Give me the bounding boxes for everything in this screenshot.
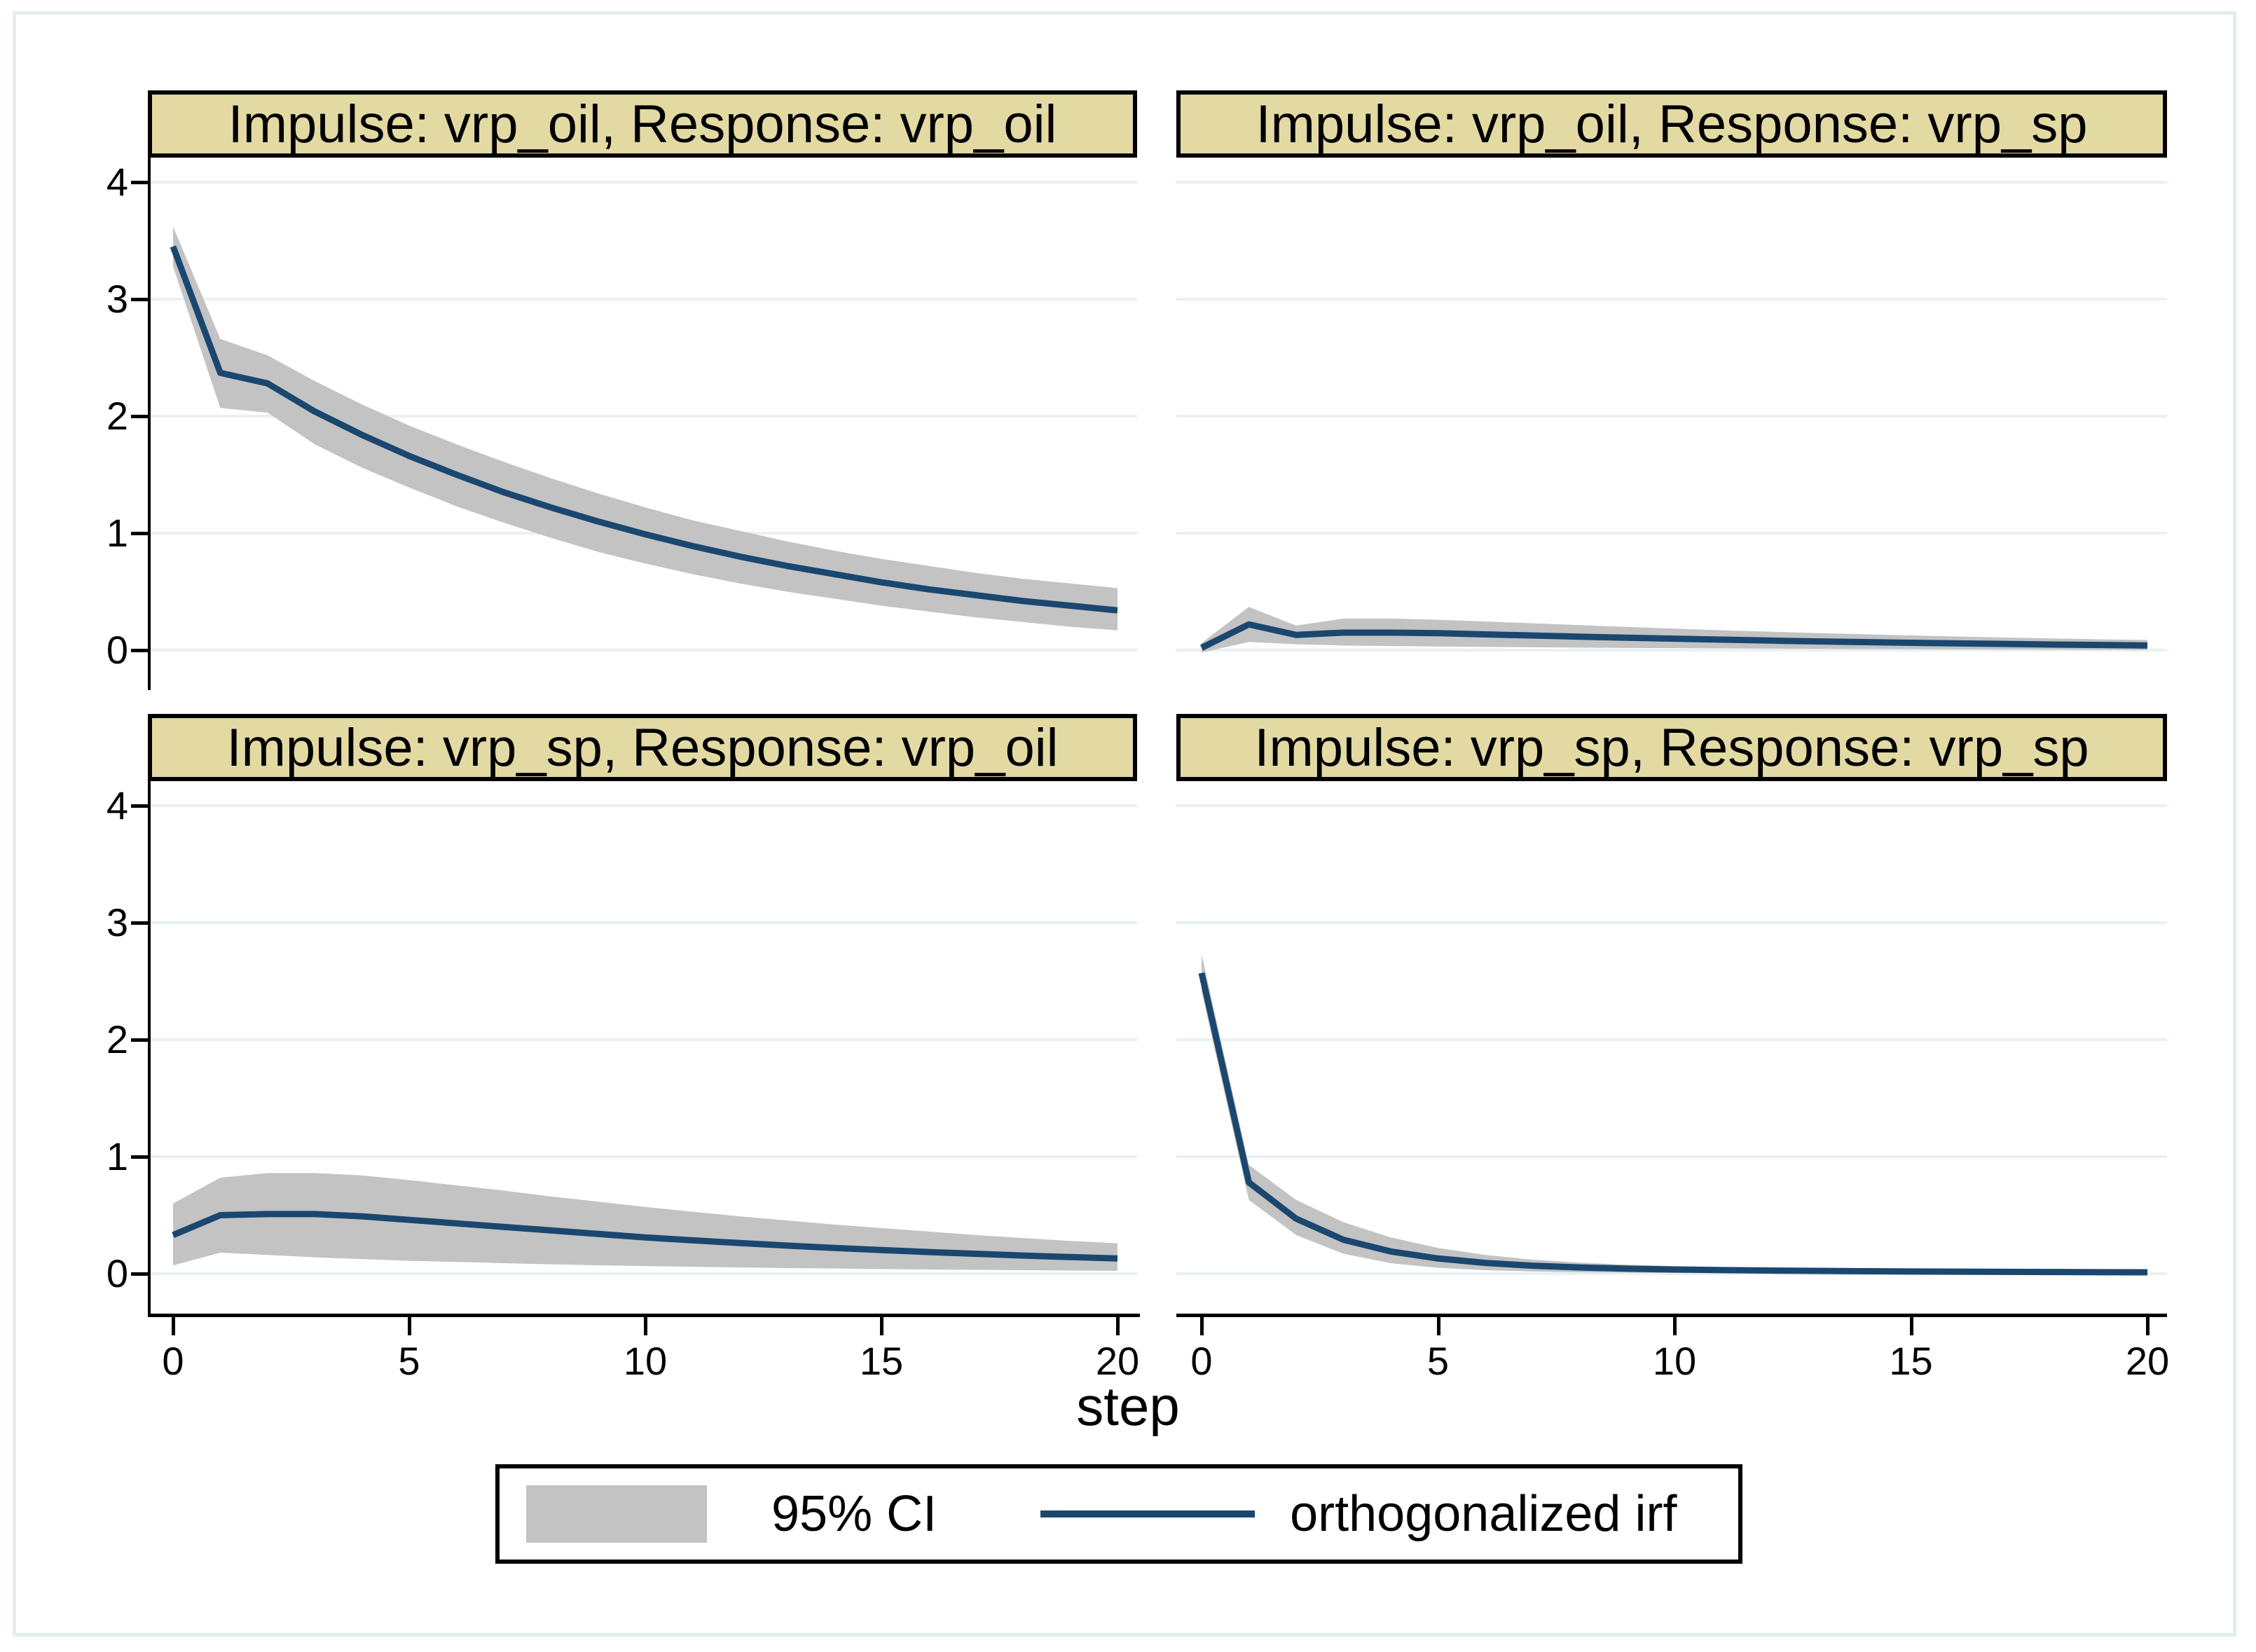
- x-tick: [1116, 1317, 1120, 1335]
- plot-area-sp-sp: [1176, 804, 2167, 1276]
- y-tick-label: 0: [106, 628, 128, 672]
- x-tick: [1909, 1317, 1913, 1335]
- panel-title-oil-sp: Impulse: vrp_oil, Response: vrp_sp: [1176, 90, 2167, 158]
- y-tick-label: 3: [106, 277, 128, 321]
- y-tick-label: 1: [106, 1134, 128, 1178]
- irf-line-swatch: [1040, 1510, 1256, 1517]
- x-tick: [408, 1317, 411, 1335]
- x-tick-label: 5: [1426, 1339, 1450, 1383]
- x-tick-label: 15: [1889, 1339, 1933, 1383]
- ci-band: [173, 1173, 1117, 1271]
- ci-band: [173, 226, 1117, 631]
- y-tick-label: 2: [106, 1017, 128, 1061]
- irf-legend-label: orthogonalized irf: [1290, 1486, 1677, 1542]
- y-tick: [131, 181, 148, 184]
- ci-legend-label: 95% CI: [771, 1486, 937, 1542]
- x-tick: [1673, 1317, 1677, 1335]
- x-tick: [172, 1317, 175, 1335]
- x-tick: [880, 1317, 883, 1335]
- x-tick: [1436, 1317, 1440, 1335]
- y-tick-label: 4: [106, 783, 128, 827]
- irf-line: [1200, 621, 2148, 651]
- panel-title-oil-oil: Impulse: vrp_oil, Response: vrp_oil: [148, 90, 1137, 158]
- y-tick-label: 2: [106, 394, 128, 438]
- y-tick: [131, 804, 148, 808]
- y-tick: [131, 1038, 148, 1042]
- plot-area-oil-sp: [1176, 181, 2167, 653]
- y-tick: [131, 1155, 148, 1159]
- x-tick: [1200, 1317, 1204, 1335]
- y-tick: [131, 415, 148, 418]
- x-tick-label: 20: [2125, 1339, 2170, 1383]
- y-tick: [131, 649, 148, 652]
- x-axis-title: step: [1076, 1375, 1180, 1437]
- y-tick: [131, 532, 148, 535]
- plot-area-oil-oil: [148, 181, 1137, 652]
- ci-band: [1202, 954, 2147, 1274]
- y-tick-label: 3: [106, 900, 128, 944]
- panel-title-sp-sp: Impulse: vrp_sp, Response: vrp_sp: [1176, 714, 2167, 781]
- ci-band-swatch: [526, 1485, 707, 1543]
- irf-line: [172, 1211, 1118, 1262]
- x-tick-label: 0: [1190, 1339, 1213, 1383]
- legend: 95% CI orthogonalized irf: [495, 1464, 1742, 1564]
- y-tick: [131, 921, 148, 925]
- panel-title-sp-oil: Impulse: vrp_sp, Response: vrp_oil: [148, 714, 1137, 781]
- y-axis-line: [148, 781, 151, 1317]
- x-tick-label: 20: [1095, 1339, 1140, 1383]
- plot-area-sp-oil: [148, 804, 1137, 1275]
- y-tick: [131, 298, 148, 301]
- x-tick-label: 10: [1652, 1339, 1697, 1383]
- irf-line: [170, 245, 1118, 614]
- outer-frame: [13, 11, 2236, 1637]
- x-tick-label: 15: [859, 1339, 904, 1383]
- irf-line: [1198, 972, 2148, 1276]
- x-tick-label: 10: [623, 1339, 668, 1383]
- x-tick-label: 0: [162, 1339, 184, 1383]
- x-tick: [644, 1317, 647, 1335]
- y-tick-label: 4: [106, 160, 128, 204]
- x-tick: [2146, 1317, 2150, 1335]
- x-axis-line: [1176, 1314, 2167, 1317]
- y-tick-label: 0: [106, 1251, 128, 1295]
- y-tick: [131, 1272, 148, 1276]
- y-axis-line: [148, 158, 151, 690]
- x-axis-line: [148, 1314, 1140, 1317]
- x-tick-label: 5: [398, 1339, 420, 1383]
- y-tick-label: 1: [106, 511, 128, 555]
